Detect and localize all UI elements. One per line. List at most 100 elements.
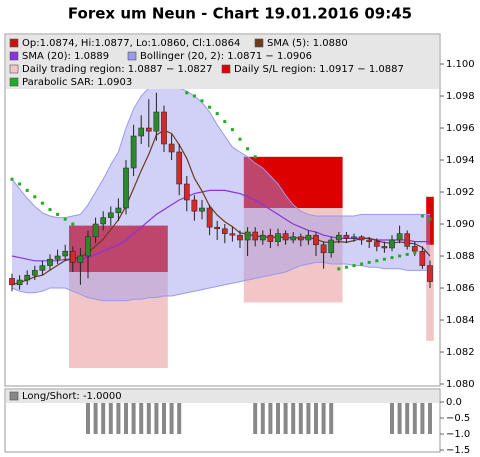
sar-dot (10, 177, 14, 181)
position-bar (298, 402, 303, 434)
candle-body (221, 228, 228, 234)
position-bar (276, 402, 280, 434)
legend-label: SMA (5): 1.0880 (267, 38, 348, 49)
position-bar (253, 402, 258, 434)
position-bar (283, 402, 288, 434)
y-tick-label: 1.100 (446, 59, 475, 70)
candle-body (305, 234, 312, 241)
legend-swatch (9, 391, 19, 401)
candle-body (237, 234, 243, 241)
candle-body (411, 246, 418, 252)
legend-label: Long/Short: -1.0000 (22, 391, 122, 402)
candle-body (138, 127, 145, 137)
candle-body (366, 239, 373, 242)
position-bar (154, 402, 159, 434)
sar-dot (63, 217, 67, 221)
y-tick-label: 1.086 (446, 283, 475, 294)
candle-body (259, 234, 266, 241)
candle-body (47, 258, 53, 266)
legend-label: Op:1.0874, Hi:1.0877, Lo:1.0860, Cl:1.08… (22, 38, 240, 49)
legend-label: Parabolic SAR: 1.0903 (22, 77, 132, 88)
y-tick-label: 1.080 (446, 379, 475, 390)
candle-body (54, 255, 61, 260)
candle-body (100, 217, 107, 225)
candle-body (62, 250, 69, 257)
sar-dot (200, 99, 204, 103)
candle-body (290, 236, 297, 241)
bollinger-upper (11, 82, 430, 219)
candle-body (9, 278, 15, 286)
sl-region (243, 156, 343, 208)
legend-bg (6, 35, 439, 89)
position-bar (306, 402, 311, 434)
candle-body (191, 199, 198, 212)
position-bar (177, 402, 182, 434)
position-bar (101, 402, 106, 434)
y-tick-label: −1.0 (446, 429, 470, 440)
candle-body (145, 127, 152, 132)
sar-dot (337, 267, 341, 271)
position-bar (116, 402, 121, 434)
sar-dot (398, 254, 402, 258)
position-bar (329, 402, 334, 434)
position-bar (412, 402, 417, 434)
sar-dot (56, 212, 60, 216)
candle-body (206, 207, 213, 228)
sar-dot (71, 222, 75, 226)
candle-body (107, 212, 114, 218)
position-bar (291, 402, 296, 434)
position-bar (146, 402, 151, 434)
position-bar (397, 402, 402, 434)
sl-region (426, 196, 434, 245)
sar-dot (352, 264, 356, 268)
sar-dot (192, 94, 196, 98)
y-tick-label: 1.092 (446, 187, 475, 198)
candle-body (267, 234, 274, 242)
position-bar (268, 402, 273, 434)
candle-body (427, 265, 433, 282)
candle-body (92, 223, 99, 238)
sar-dot (428, 217, 432, 221)
y-tick-label: 1.090 (446, 219, 475, 230)
position-bar (86, 402, 90, 434)
y-tick-label: 1.094 (446, 155, 475, 166)
legend-label: Daily trading region: 1.0887 − 1.0827 (22, 64, 213, 75)
sar-dot (375, 259, 379, 263)
legend-label: Bollinger (20, 2): 1.0871 − 1.0906 (140, 51, 312, 62)
candle-body (183, 183, 190, 201)
candle-body (199, 207, 205, 212)
candle-body (404, 233, 411, 247)
sar-dot (382, 257, 386, 261)
sar-dot (246, 147, 250, 151)
sar-dot (40, 201, 44, 205)
position-bar (108, 402, 113, 434)
candle-body (115, 207, 122, 214)
candle-body (343, 234, 350, 239)
y-tick-label: 1.088 (446, 251, 475, 262)
candle-body (176, 151, 183, 185)
candle-body (297, 236, 304, 241)
candle-body (123, 167, 129, 209)
candle-body (77, 255, 84, 263)
sar-dot (344, 265, 348, 269)
position-bar (162, 402, 166, 434)
position-bar (420, 402, 425, 434)
candle-body (389, 239, 395, 249)
candle-body (244, 231, 251, 241)
trading-region (426, 244, 434, 341)
y-tick-label: 1.082 (446, 347, 475, 358)
legend-swatch (254, 38, 264, 48)
position-bar (93, 402, 98, 434)
sar-dot (215, 112, 219, 116)
candle-body (130, 135, 137, 169)
position-bar (428, 402, 432, 434)
y-tick-label: 1.084 (446, 315, 475, 326)
candle-body (381, 246, 388, 249)
y-tick-label: 1.096 (446, 123, 475, 134)
candle-body (358, 236, 365, 241)
legend-label: Daily S/L region: 1.0917 − 1.0887 (234, 64, 404, 75)
sar-dot (413, 251, 417, 255)
candle-body (85, 236, 91, 257)
candle-body (328, 239, 335, 254)
